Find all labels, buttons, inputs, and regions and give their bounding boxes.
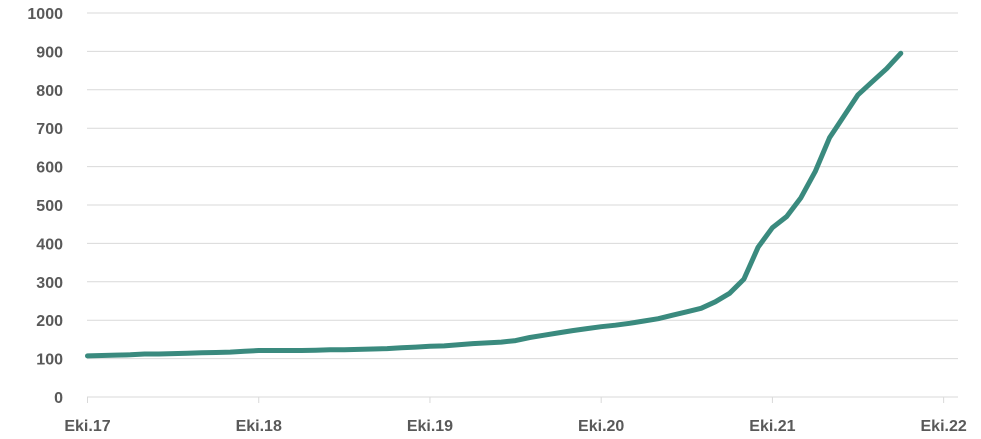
y-tick-label: 900: [36, 44, 63, 61]
y-tick-label: 700: [36, 121, 63, 138]
gridlines: [87, 12, 958, 360]
x-tick-label: Eki.20: [578, 418, 624, 435]
x-tick-label: Eki.17: [64, 418, 110, 435]
x-tick-label: Eki.18: [236, 418, 282, 435]
y-tick-label: 0: [54, 390, 63, 407]
y-tick-label: 100: [36, 352, 63, 369]
x-axis: Eki.17 Eki.18 Eki.19 Eki.20 Eki.21 Eki.22: [64, 396, 967, 435]
y-tick-label: 500: [36, 198, 63, 215]
y-tick-label: 300: [36, 275, 63, 292]
y-tick-label: 200: [36, 313, 63, 330]
x-tick-label: Eki.22: [921, 418, 967, 435]
x-tick-label: Eki.19: [407, 418, 453, 435]
series-line: [85, 50, 904, 359]
series-group: [85, 50, 904, 359]
y-tick-label: 400: [36, 236, 63, 253]
y-tick-label: 1000: [27, 6, 63, 23]
y-tick-label: 600: [36, 160, 63, 177]
y-tick-label: 800: [36, 83, 63, 100]
x-tick-label: Eki.21: [749, 418, 795, 435]
y-axis: 0 100 200 300 400 500 600 700 800 900 1000: [27, 6, 63, 407]
